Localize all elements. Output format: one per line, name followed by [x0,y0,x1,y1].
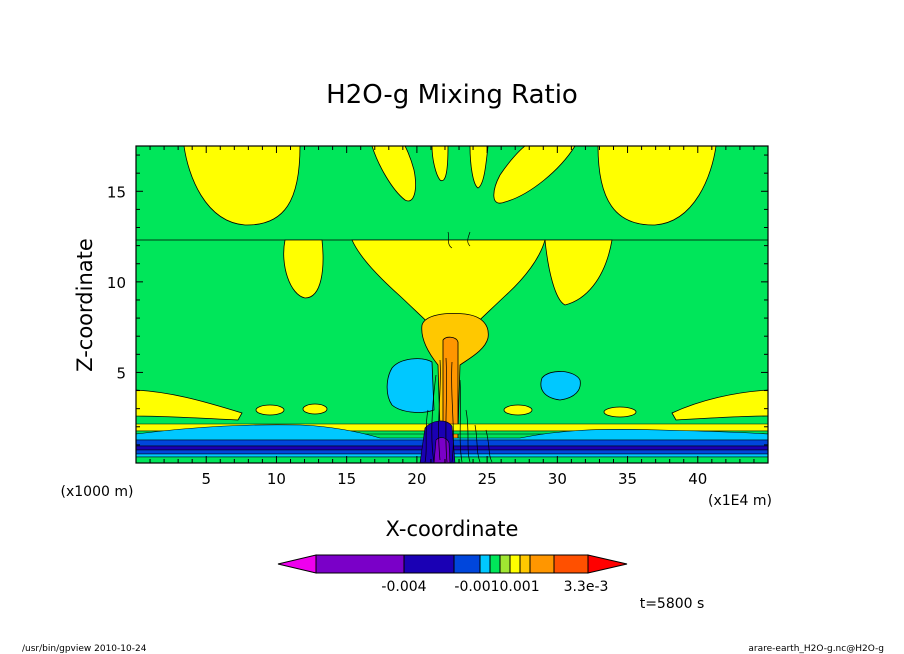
time-label: t=5800 s [640,596,705,612]
contour-side-left [283,239,324,299]
contour-lower-blob-1 [255,404,285,416]
colorbar-segment [315,554,405,574]
colorbar-label-3: 3.3e-3 [564,579,609,595]
colorbar-segment [499,554,511,574]
x-tick-label: 35 [618,470,637,488]
chart-title: H2O-g Mixing Ratio [326,80,578,110]
contour-field [136,146,768,463]
colorbar-arrow-left [277,554,317,574]
contour-upper-left [136,146,301,226]
colorbar-segment [519,554,531,574]
colorbar-segment [529,554,555,574]
x-tick-label: 5 [201,470,211,488]
contour-lower-yellow-right [671,389,768,421]
contour-cyan-left [386,358,435,413]
colorbar-segment [403,554,455,574]
contour-upper-right [597,146,768,226]
y-tick-label: 15 [107,183,126,201]
colorbar-segment [509,554,521,574]
contour-upper-center-right [469,146,489,189]
colorbar-label-1: -0.004 [381,579,426,595]
x-axis-label: X-coordinate [386,517,519,541]
contour-lower-blob-2 [302,403,328,415]
y-axis-label: Z-coordinate [73,238,97,372]
x-tick-label: 40 [688,470,707,488]
y-unit-label: (x1000 m) [61,484,134,500]
contour-upper-right-finger [493,146,576,204]
y-tick-label: 10 [107,274,126,292]
colorbar [277,554,628,574]
colorbar-segment [489,554,501,574]
contour-cyan-right [540,371,581,401]
x-tick-label: 30 [548,470,567,488]
x-tick-label: 20 [407,470,426,488]
colorbar-arrow-right [587,554,628,574]
x-unit-label: (x1E4 m) [708,493,772,509]
plot-frame [135,145,769,464]
x-tick-label: 15 [337,470,356,488]
colorbar-label-2: -0.0010.001 [454,579,539,595]
x-tick-label: 25 [478,470,497,488]
y-tick-label: 5 [116,364,126,382]
colorbar-segment [453,554,481,574]
contour-lower-blob-3 [503,404,533,416]
x-axis: 5 10 15 20 25 30 35 40 [149,146,755,488]
x-tick-label: 10 [267,470,286,488]
contour-upper-center-left [431,146,449,182]
y-axis: 5 10 15 [107,154,768,446]
contour-lower-blob-4 [603,406,637,418]
footer-left: /usr/bin/gpview 2010-10-24 [22,644,147,654]
contour-lower-yellow-left [136,389,243,421]
footer-right: arare-earth_H2O-g.nc@H2O-g [748,644,884,654]
contour-band-cyan [136,424,768,441]
contour-core-dark-orange [442,336,459,441]
contour-core-lines [424,231,493,463]
contour-upper-left-finger [371,146,416,202]
contour-side-right [544,239,613,306]
colorbar-segment [479,554,491,574]
colorbar-segment [553,554,589,574]
contour-core-violet [433,437,451,463]
